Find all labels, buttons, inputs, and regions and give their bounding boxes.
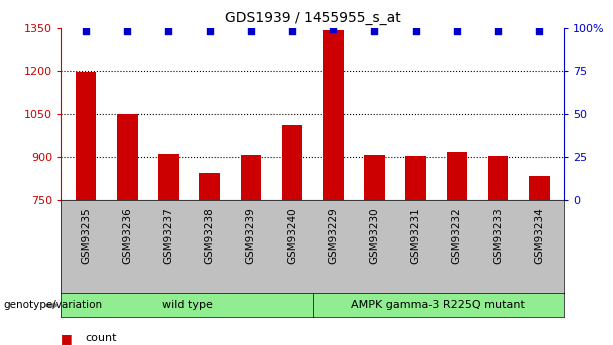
Text: GSM93233: GSM93233 xyxy=(493,208,503,264)
Text: GSM93235: GSM93235 xyxy=(81,208,91,264)
Text: GSM93236: GSM93236 xyxy=(122,208,132,264)
Point xyxy=(411,28,421,34)
Bar xyxy=(199,173,220,200)
Bar xyxy=(323,30,343,200)
Bar xyxy=(529,176,549,200)
Bar xyxy=(240,155,261,200)
Text: ■: ■ xyxy=(61,332,73,345)
Bar xyxy=(282,125,302,200)
Text: GSM93232: GSM93232 xyxy=(452,208,462,264)
Bar xyxy=(76,71,96,200)
Text: count: count xyxy=(86,333,117,343)
Point xyxy=(123,28,132,34)
Point xyxy=(452,28,462,34)
Point xyxy=(370,28,379,34)
Point xyxy=(329,27,338,32)
Text: AMPK gamma-3 R225Q mutant: AMPK gamma-3 R225Q mutant xyxy=(351,300,525,310)
Point xyxy=(164,28,173,34)
Text: GSM93229: GSM93229 xyxy=(328,208,338,264)
Point xyxy=(81,28,91,34)
Bar xyxy=(158,154,179,200)
Bar xyxy=(405,156,426,200)
Text: GSM93230: GSM93230 xyxy=(370,208,379,264)
Text: GSM93240: GSM93240 xyxy=(287,208,297,264)
Point xyxy=(287,28,297,34)
Text: GSM93238: GSM93238 xyxy=(205,208,215,264)
Point xyxy=(246,28,256,34)
Text: GSM93231: GSM93231 xyxy=(411,208,421,264)
Text: GSM93234: GSM93234 xyxy=(535,208,544,264)
Bar xyxy=(488,156,508,200)
Point xyxy=(493,28,503,34)
Bar xyxy=(364,155,385,200)
Text: GSM93239: GSM93239 xyxy=(246,208,256,264)
Title: GDS1939 / 1455955_s_at: GDS1939 / 1455955_s_at xyxy=(225,11,400,25)
Bar xyxy=(117,114,137,200)
Point xyxy=(535,28,544,34)
Bar xyxy=(446,152,467,200)
Point xyxy=(205,28,215,34)
Text: genotype/variation: genotype/variation xyxy=(3,300,102,310)
Text: GSM93237: GSM93237 xyxy=(164,208,173,264)
Text: wild type: wild type xyxy=(162,300,212,310)
